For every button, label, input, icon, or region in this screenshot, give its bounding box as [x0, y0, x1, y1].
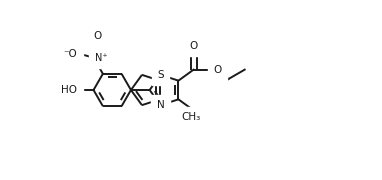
Text: O: O — [213, 65, 222, 75]
Text: O: O — [93, 31, 101, 41]
Text: N⁺: N⁺ — [95, 53, 108, 63]
Text: CH₃: CH₃ — [182, 112, 201, 122]
Text: N: N — [157, 100, 165, 110]
Text: O: O — [189, 41, 198, 51]
Text: HO: HO — [61, 85, 77, 95]
Text: S: S — [157, 70, 164, 80]
Text: ⁻O: ⁻O — [64, 49, 78, 59]
